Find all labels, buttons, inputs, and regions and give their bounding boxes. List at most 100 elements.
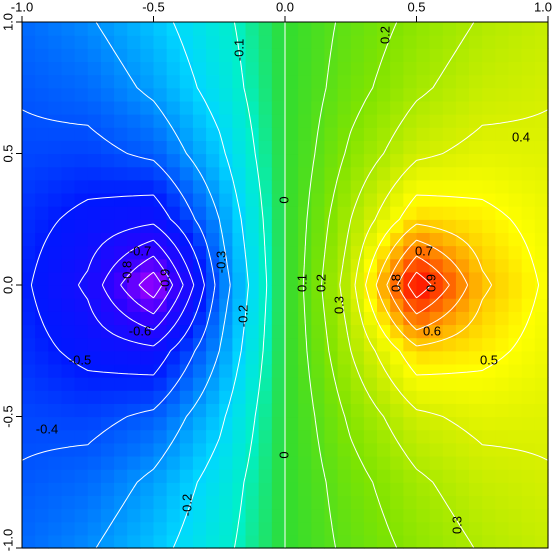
heatmap-pixel <box>521 48 536 63</box>
heatmap-pixel <box>100 442 115 457</box>
heatmap-pixel <box>482 298 496 312</box>
heatmap-pixel <box>390 534 404 549</box>
heatmap-pixel <box>153 179 168 194</box>
heatmap-pixel <box>508 521 523 536</box>
heatmap-pixel <box>350 232 365 247</box>
heatmap-pixel <box>22 179 36 194</box>
heatmap-pixel <box>48 22 63 36</box>
heatmap-pixel <box>232 442 247 457</box>
heatmap-pixel <box>377 337 391 352</box>
heatmap-pixel <box>74 192 89 207</box>
heatmap-pixel <box>469 114 483 128</box>
heatmap-pixel <box>114 166 128 181</box>
heatmap-pixel <box>324 166 339 181</box>
heatmap-pixel <box>35 192 49 207</box>
heatmap-pixel <box>416 232 431 247</box>
heatmap-pixel <box>403 324 418 339</box>
heatmap-pixel <box>245 166 260 181</box>
heatmap-pixel <box>429 534 444 549</box>
heatmap-pixel <box>298 48 312 63</box>
heatmap-pixel <box>206 298 220 312</box>
heatmap-pixel <box>324 403 339 418</box>
heatmap-pixel <box>114 390 128 404</box>
heatmap-pixel <box>311 521 326 536</box>
heatmap-pixel <box>35 429 49 444</box>
heatmap-pixel <box>192 534 207 549</box>
heatmap-pixel <box>350 469 365 483</box>
heatmap-pixel <box>469 153 483 168</box>
heatmap-pixel <box>192 114 207 128</box>
heatmap-pixel <box>127 390 141 404</box>
heatmap-pixel <box>166 153 181 168</box>
heatmap-pixel <box>403 311 418 326</box>
heatmap-pixel <box>363 377 378 391</box>
heatmap-pixel <box>521 61 536 76</box>
heatmap-pixel <box>100 35 115 49</box>
heatmap-pixel <box>350 521 365 536</box>
heatmap-pixel <box>140 166 155 181</box>
heatmap-pixel <box>363 192 378 207</box>
heatmap-pixel <box>219 206 233 220</box>
heatmap-pixel <box>232 337 247 352</box>
heatmap-pixel <box>298 87 312 102</box>
heatmap-pixel <box>166 495 181 510</box>
heatmap-pixel <box>87 35 102 49</box>
heatmap-pixel <box>114 232 128 247</box>
heatmap-pixel <box>127 166 141 181</box>
heatmap-pixel <box>442 153 457 168</box>
heatmap-pixel <box>35 285 49 299</box>
heatmap-pixel <box>521 22 536 36</box>
heatmap-pixel <box>298 482 312 496</box>
heatmap-pixel <box>258 482 273 496</box>
heatmap-pixel <box>350 87 365 102</box>
heatmap-pixel <box>48 271 63 286</box>
heatmap-pixel <box>377 74 391 89</box>
heatmap-pixel <box>114 179 128 194</box>
heatmap-pixel <box>403 469 418 483</box>
heatmap-pixel <box>363 363 378 378</box>
heatmap-pixel <box>35 140 49 155</box>
heatmap-pixel <box>22 48 36 63</box>
heatmap-pixel <box>324 298 339 312</box>
heatmap-pixel <box>35 87 49 102</box>
heatmap-pixel <box>245 442 260 457</box>
heatmap-pixel <box>350 324 365 339</box>
heatmap-pixel <box>48 245 63 260</box>
contour-label: 0 <box>276 451 291 458</box>
heatmap-pixel <box>87 48 102 63</box>
heatmap-pixel <box>495 377 510 391</box>
heatmap-pixel <box>416 416 431 431</box>
heatmap-pixel <box>495 35 510 49</box>
heatmap-pixel <box>337 324 352 339</box>
heatmap-pixel <box>245 377 260 391</box>
heatmap-pixel <box>350 390 365 404</box>
heatmap-pixel <box>206 495 220 510</box>
heatmap-pixel <box>390 403 404 418</box>
heatmap-pixel <box>495 495 510 510</box>
heatmap-pixel <box>74 206 89 220</box>
heatmap-pixel <box>429 61 444 76</box>
heatmap-pixel <box>377 442 391 457</box>
heatmap-pixel <box>377 127 391 141</box>
heatmap-pixel <box>390 48 404 63</box>
heatmap-pixel <box>232 416 247 431</box>
heatmap-pixel <box>245 324 260 339</box>
heatmap-pixel <box>495 219 510 233</box>
heatmap-pixel <box>429 350 444 365</box>
heatmap-pixel <box>285 455 299 470</box>
heatmap-pixel <box>534 495 549 510</box>
heatmap-pixel <box>219 521 233 536</box>
heatmap-pixel <box>192 455 207 470</box>
heatmap-pixel <box>140 206 155 220</box>
heatmap-pixel <box>219 298 233 312</box>
heatmap-pixel <box>127 403 141 418</box>
heatmap-pixel <box>192 377 207 391</box>
heatmap-pixel <box>416 140 431 155</box>
heatmap-pixel <box>87 232 102 247</box>
heatmap-pixel <box>114 534 128 549</box>
heatmap-pixel <box>495 482 510 496</box>
contours <box>21 21 549 549</box>
heatmap-pixel <box>219 390 233 404</box>
heatmap-pixel <box>390 61 404 76</box>
heatmap-pixel <box>403 153 418 168</box>
